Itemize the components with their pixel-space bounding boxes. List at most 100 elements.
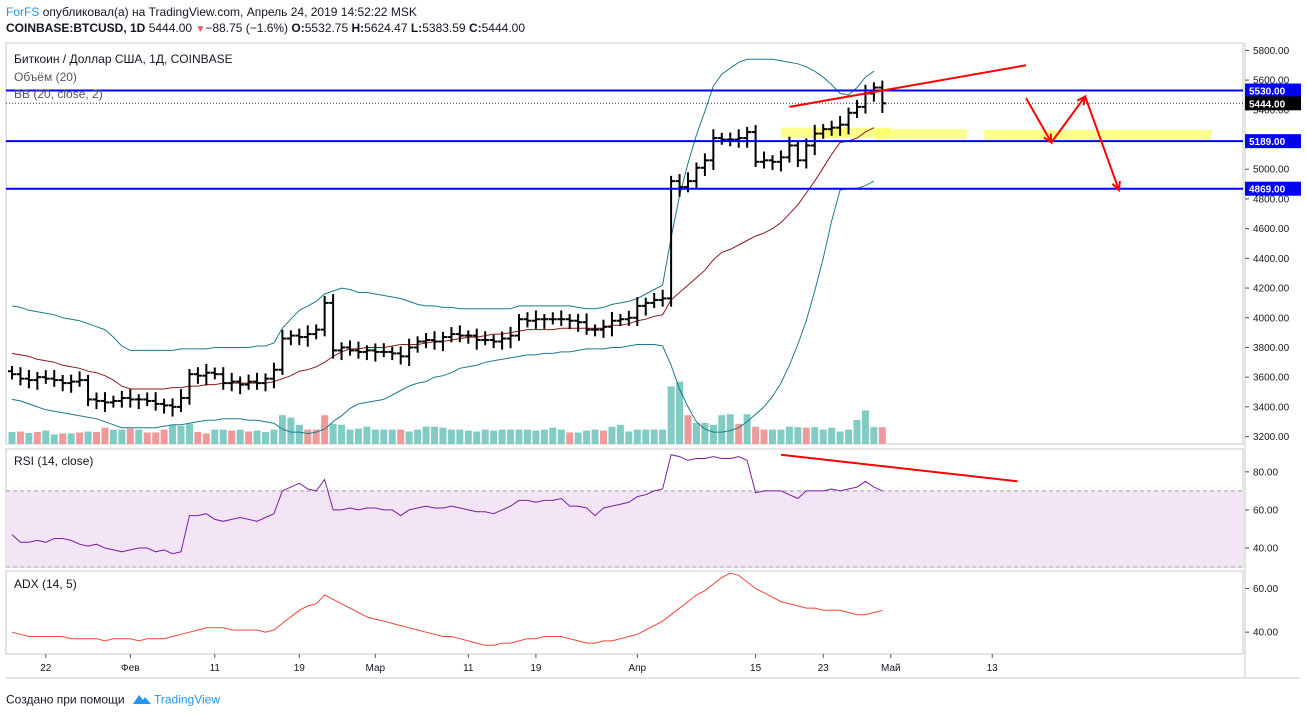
tradingview-logo-icon xyxy=(132,692,152,709)
price-pane-frame xyxy=(5,42,1244,445)
volume-bar xyxy=(752,426,760,444)
volume-bar xyxy=(253,430,261,444)
volume-bar xyxy=(270,429,278,444)
time-tick-label: 19 xyxy=(530,663,542,674)
time-tick-label: 22 xyxy=(40,663,52,674)
volume-bar xyxy=(447,429,455,444)
volume-bar xyxy=(481,429,489,444)
volume-bar xyxy=(346,429,354,444)
footer-brand[interactable]: TradingView xyxy=(153,692,221,707)
rsi-band xyxy=(6,490,1243,567)
author-name[interactable]: ForFS xyxy=(6,5,40,19)
adx-tick-label: 60.00 xyxy=(1253,584,1278,595)
time-tick-label: 11 xyxy=(463,663,474,674)
high-label: H: xyxy=(351,21,365,35)
time-tick-label: 15 xyxy=(750,663,762,674)
volume-bar xyxy=(515,429,523,444)
rsi-tick-label: 40.00 xyxy=(1253,543,1278,554)
volume-bar xyxy=(777,429,785,444)
rsi-divergence-line xyxy=(780,453,1018,483)
adx-line xyxy=(11,572,883,646)
volume-bar xyxy=(523,429,531,444)
volume-bar xyxy=(50,434,58,444)
volume-bar xyxy=(464,430,472,444)
close-label: C: xyxy=(468,21,482,35)
volume-bar xyxy=(109,429,117,444)
bb-upper-line xyxy=(11,58,875,351)
volume-bar xyxy=(828,427,836,444)
volume-bar xyxy=(16,431,24,444)
volume-bar xyxy=(414,429,422,444)
volume-bar xyxy=(667,386,675,444)
change-value: −88.75 (−1.6%) xyxy=(205,21,289,35)
volume-bar xyxy=(845,429,853,444)
level-price-tag xyxy=(1245,83,1301,98)
volume-bar xyxy=(152,432,160,444)
support-zone xyxy=(873,129,967,140)
volume-bar xyxy=(304,429,312,444)
volume-bar xyxy=(769,429,776,444)
volume-bar xyxy=(600,430,607,444)
volume-bar xyxy=(169,424,177,444)
volume-bar xyxy=(33,432,41,444)
price-tick-label: 3400.00 xyxy=(1253,402,1290,413)
adx-pane-frame xyxy=(5,570,1244,655)
volume-bar xyxy=(608,426,616,444)
published-text: опубликовал(а) на TradingView.com, Апрел… xyxy=(42,5,417,19)
price-tick-label: 3800.00 xyxy=(1253,343,1290,354)
high-value: 5624.47 xyxy=(364,21,408,35)
volume-bar xyxy=(456,429,464,444)
volume-bar xyxy=(194,432,202,444)
time-tick-label: Фев xyxy=(121,663,139,674)
level-price-label: 5189.00 xyxy=(1249,137,1286,148)
time-tick-label: 23 xyxy=(818,663,830,674)
rsi-tick-label: 60.00 xyxy=(1253,505,1278,516)
rsi-tick-label: 80.00 xyxy=(1253,467,1278,478)
volume-bar xyxy=(67,433,75,444)
volume-bar xyxy=(118,429,126,444)
volume-bar xyxy=(811,427,819,444)
legend-bb: BB (20, close, 2) xyxy=(14,87,103,101)
volume-bar xyxy=(591,429,599,444)
volume-bar xyxy=(8,432,16,444)
level-price-label: 5530.00 xyxy=(1249,87,1286,98)
trend-line xyxy=(789,64,1027,108)
volume-bar xyxy=(549,427,557,444)
bb-lower-line xyxy=(11,180,875,435)
volume-bar xyxy=(388,429,396,444)
volume-bar xyxy=(642,429,650,444)
price-tick-label: 4000.00 xyxy=(1253,313,1290,324)
price-tick-label: 5800.00 xyxy=(1253,46,1290,57)
rsi-line xyxy=(11,454,883,555)
volume-bar xyxy=(574,432,582,444)
rsi-title: RSI (14, close) xyxy=(14,454,93,468)
volume-bar xyxy=(785,426,793,444)
volume-bar xyxy=(363,426,371,444)
low-value: 5383.59 xyxy=(422,21,466,35)
volume-bar xyxy=(287,417,295,444)
volume-bar xyxy=(557,429,565,444)
volume-bar xyxy=(794,427,802,444)
volume-bar xyxy=(473,431,481,444)
time-tick-label: 19 xyxy=(294,663,306,674)
price-tick-label: 4400.00 xyxy=(1253,254,1290,265)
volume-bar xyxy=(202,433,210,444)
time-tick-label: Май xyxy=(881,663,901,674)
volume-bar xyxy=(177,425,185,444)
time-tick-label: 13 xyxy=(987,663,999,674)
down-arrow-icon: ▼ xyxy=(195,24,206,35)
time-tick-label: Мар xyxy=(366,663,386,674)
volume-bar xyxy=(422,426,430,444)
price-tick-label: 3200.00 xyxy=(1253,432,1290,443)
volume-bar xyxy=(295,424,303,444)
volume-bar xyxy=(676,381,684,444)
volume-bar xyxy=(819,429,827,444)
volume-bar xyxy=(853,420,861,444)
volume-bar xyxy=(490,430,498,444)
level-price-tag xyxy=(1245,181,1301,196)
volume-bar xyxy=(405,431,413,444)
projection-arrow-up xyxy=(1050,95,1086,144)
volume-bar xyxy=(42,430,50,444)
legend-title: Биткоин / Доллар США, 1Д, COINBASE xyxy=(14,52,233,66)
